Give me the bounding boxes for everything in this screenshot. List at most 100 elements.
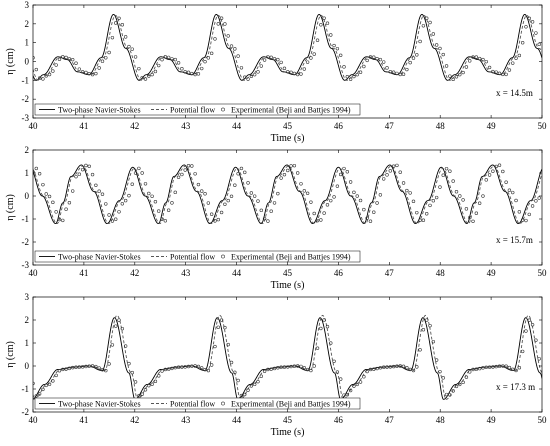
experimental-point: [117, 210, 121, 214]
experimental-point: [157, 374, 161, 378]
x-tick-label: 40: [29, 121, 39, 131]
experimental-point: [127, 44, 131, 49]
experimental-point: [289, 164, 293, 168]
experimental-point: [70, 189, 75, 193]
experimental-point: [123, 35, 128, 39]
experimental-point: [276, 366, 280, 370]
experimental-point: [114, 217, 118, 221]
experimental-point: [398, 72, 402, 77]
experimental-point: [464, 65, 469, 69]
experimental-point: [372, 55, 376, 59]
experimental-point: [47, 382, 52, 386]
experimental-point: [338, 377, 343, 381]
experimental-point: [147, 191, 151, 196]
experimental-point: [454, 190, 459, 194]
x-tick-label: 47: [385, 121, 395, 131]
experimental-point: [395, 364, 399, 368]
y-axis-label: η (cm): [5, 341, 16, 368]
experimental-point: [170, 366, 174, 371]
experimental-point: [487, 65, 492, 70]
experimental-point: [352, 384, 356, 388]
legend-label-pf: Potential flow: [170, 400, 215, 409]
experimental-point: [130, 182, 134, 186]
y-tick-label: 3: [25, 0, 30, 10]
experimental-point: [193, 72, 197, 77]
experimental-point: [70, 57, 75, 62]
experimental-point: [266, 219, 270, 223]
experimental-point: [223, 325, 227, 330]
experimental-point: [100, 368, 105, 372]
series-potential-flow: [33, 314, 542, 400]
experimental-point: [163, 219, 168, 223]
legend-label-exp: Experimental (Beji and Battjes 1994): [231, 253, 351, 262]
legend-label-exp: Experimental (Beji and Battjes 1994): [231, 400, 351, 409]
experimental-point: [34, 166, 39, 171]
experimental-point: [286, 168, 290, 173]
experimental-point: [368, 219, 373, 223]
legend-box: [34, 103, 361, 116]
experimental-point: [229, 194, 234, 198]
experimental-point: [312, 211, 316, 216]
experimental-point: [37, 392, 42, 396]
experimental-point: [137, 394, 141, 398]
experimental-point: [173, 365, 177, 370]
experimental-point: [94, 183, 98, 187]
experimental-point: [464, 207, 469, 211]
experimental-point: [160, 57, 164, 62]
experimental-point: [200, 366, 204, 370]
experimental-point: [90, 172, 95, 177]
experimental-point: [173, 57, 177, 62]
experimental-point: [206, 56, 211, 60]
experimental-point: [451, 389, 455, 393]
experimental-point: [239, 393, 244, 398]
experimental-point: [282, 172, 287, 177]
experimental-point: [325, 203, 330, 207]
experimental-point: [491, 69, 495, 74]
experimental-point: [444, 392, 449, 397]
y-tick-label: 2: [25, 145, 30, 155]
experimental-point: [74, 365, 78, 369]
x-tick-label: 50: [538, 268, 548, 278]
experimental-point: [282, 66, 287, 71]
experimental-point: [302, 67, 306, 71]
experimental-point: [143, 388, 148, 392]
experimental-point: [507, 188, 512, 192]
experimental-point: [127, 193, 131, 198]
experimental-point: [534, 338, 538, 342]
experimental-point: [405, 366, 409, 370]
experimental-point: [272, 366, 277, 371]
x-tick-label: 41: [79, 415, 88, 425]
experimental-point: [51, 379, 55, 383]
experimental-point: [385, 365, 389, 369]
experimental-point: [534, 199, 538, 203]
experimental-point: [266, 55, 270, 59]
experimental-point: [249, 74, 254, 79]
experimental-point: [51, 200, 55, 205]
experimental-point: [100, 59, 105, 63]
experimental-point: [319, 326, 323, 331]
experimental-point: [332, 195, 336, 199]
experimental-point: [474, 55, 479, 59]
experimental-point: [77, 67, 82, 71]
experimental-point: [286, 70, 290, 74]
experimental-point: [236, 54, 240, 58]
experimental-point: [130, 370, 134, 375]
experimental-point: [418, 218, 422, 223]
experimental-point: [497, 71, 502, 75]
experimental-point: [249, 384, 254, 388]
experimental-point: [186, 70, 191, 75]
experimental-point: [259, 64, 263, 68]
experimental-point: [504, 180, 508, 184]
experimental-point: [84, 70, 88, 75]
experimental-point: [51, 69, 55, 73]
experimental-point: [246, 181, 250, 185]
experimental-point: [335, 46, 340, 51]
series-experimental: [33, 163, 541, 224]
experimental-point: [329, 341, 333, 345]
experimental-point: [444, 64, 449, 68]
y-tick-label: 0: [25, 361, 30, 371]
experimental-point: [305, 367, 310, 372]
experimental-point: [319, 23, 323, 27]
experimental-point: [137, 166, 141, 171]
experimental-point: [173, 190, 177, 195]
